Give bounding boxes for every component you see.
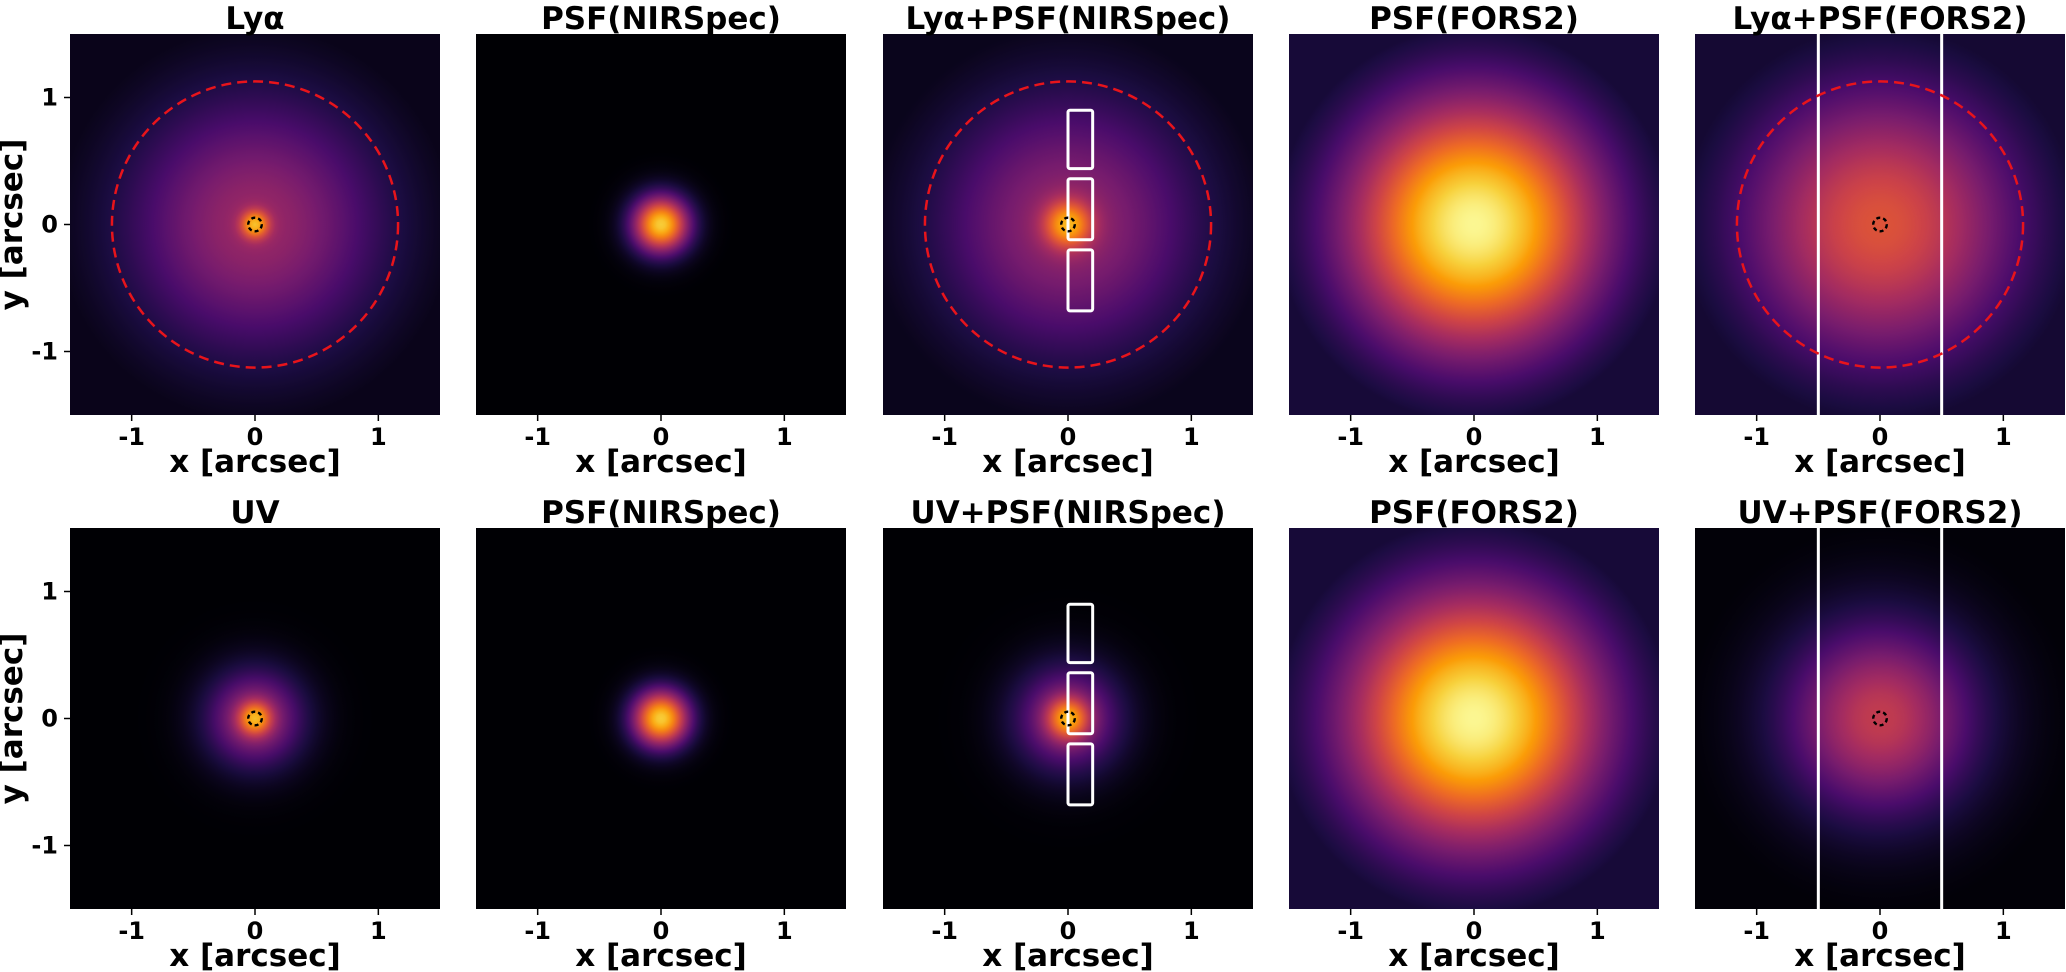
x-axis-label: x [arcsec]	[575, 444, 747, 480]
x-axis-label: x [arcsec]	[169, 938, 341, 972]
x-tick-label: 0	[1060, 423, 1077, 451]
x-tick-label: 1	[370, 917, 387, 945]
msa-slitlet	[1066, 177, 1095, 242]
msa-slitlet	[1066, 108, 1095, 171]
msa-slitlet	[1066, 671, 1095, 736]
x-tick-label: -1	[524, 423, 551, 451]
panel: -1 0 1 x [arcsec] PSF(FORS2)	[1289, 495, 1659, 972]
center-marker-circle	[247, 216, 263, 233]
panel: -1 0 1 x [arcsec] PSF(NIRSpec)	[476, 1, 846, 480]
x-tick-label: 1	[1183, 917, 1200, 945]
x-axis-label: x [arcsec]	[169, 444, 341, 480]
x-tick-label: -1	[931, 423, 958, 451]
msa-slitlet	[1066, 248, 1095, 313]
x-tick-label: 1	[776, 423, 793, 451]
x-tick-label: 0	[1872, 423, 1889, 451]
x-tick-label: 0	[1872, 917, 1889, 945]
x-tick-label: -1	[1743, 917, 1770, 945]
panel: -1 0 1 x [arcsec] UV+PSF(FORS2)	[1695, 495, 2065, 972]
y-axis-label: y [arcsec]	[0, 633, 30, 805]
panel: -1 0 1 -1 0 1 x [arcsec] y [arcsec] Lyα	[0, 1, 440, 480]
y-tick-label: 1	[41, 578, 58, 606]
panel-title: PSF(NIRSpec)	[541, 1, 781, 37]
intensity-map	[476, 528, 846, 909]
panel-title: PSF(FORS2)	[1369, 495, 1579, 531]
y-tick-label: -1	[31, 338, 58, 366]
panel-title: UV	[230, 495, 279, 531]
x-tick-label: -1	[931, 917, 958, 945]
center-marker-circle	[1872, 710, 1888, 727]
panel: -1 0 1 x [arcsec] PSF(NIRSpec)	[476, 495, 846, 972]
x-tick-label: -1	[524, 917, 551, 945]
x-tick-label: -1	[1337, 423, 1364, 451]
intensity-map	[1695, 34, 2065, 415]
panel: -1 0 1 x [arcsec] PSF(FORS2)	[1289, 1, 1659, 480]
y-tick-label: 1	[41, 84, 58, 112]
x-tick-label: 0	[247, 423, 264, 451]
panel: -1 0 1 x [arcsec] Lyα+PSF(FORS2)	[1695, 1, 2065, 480]
x-tick-label: 0	[653, 917, 670, 945]
x-tick-label: 0	[247, 917, 264, 945]
x-tick-label: -1	[118, 917, 145, 945]
x-axis-label: x [arcsec]	[1794, 444, 1966, 480]
intensity-map	[476, 34, 846, 415]
panel-title: Lyα	[225, 1, 284, 37]
x-tick-label: 0	[653, 423, 670, 451]
panel-title: PSF(NIRSpec)	[541, 495, 781, 531]
y-tick-label: 0	[41, 211, 58, 239]
intensity-map	[1695, 528, 2065, 909]
x-tick-label: 0	[1466, 917, 1483, 945]
msa-slitlet	[1066, 602, 1095, 665]
center-marker-circle	[247, 710, 263, 727]
aperture-circle	[1735, 80, 2025, 369]
x-tick-label: 1	[1183, 423, 1200, 451]
x-tick-label: 1	[370, 423, 387, 451]
x-axis-label: x [arcsec]	[982, 444, 1154, 480]
x-tick-label: 1	[1589, 917, 1606, 945]
panel: -1 0 1 -1 0 1 x [arcsec] y [arcsec] UV	[0, 495, 440, 972]
msa-slitlet	[1066, 742, 1095, 807]
y-tick-label: -1	[31, 832, 58, 860]
x-tick-label: 1	[1589, 423, 1606, 451]
intensity-map	[70, 528, 440, 909]
intensity-map	[1289, 528, 1659, 909]
intensity-map	[70, 34, 440, 415]
panel: -1 0 1 x [arcsec] Lyα+PSF(NIRSpec)	[883, 1, 1253, 480]
x-axis-label: x [arcsec]	[982, 938, 1154, 972]
x-tick-label: -1	[1743, 423, 1770, 451]
y-tick-label: 0	[41, 705, 58, 733]
panel-title: PSF(FORS2)	[1369, 1, 1579, 37]
x-axis-label: x [arcsec]	[1794, 938, 1966, 972]
aperture-circle	[923, 80, 1213, 369]
aperture-circle	[110, 80, 400, 369]
x-tick-label: -1	[1337, 917, 1364, 945]
panel-title: Lyα+PSF(FORS2)	[1733, 1, 2028, 37]
intensity-map	[1289, 34, 1659, 415]
x-axis-label: x [arcsec]	[1388, 938, 1560, 972]
x-axis-label: x [arcsec]	[1388, 444, 1560, 480]
center-marker-circle	[1060, 216, 1076, 233]
center-marker-circle	[1060, 710, 1076, 727]
y-axis-label: y [arcsec]	[0, 139, 30, 311]
x-tick-label: 1	[1995, 917, 2012, 945]
x-tick-label: 1	[776, 917, 793, 945]
x-tick-label: -1	[118, 423, 145, 451]
center-marker-circle	[1872, 216, 1888, 233]
panel: -1 0 1 x [arcsec] UV+PSF(NIRSpec)	[883, 495, 1253, 972]
x-tick-label: 1	[1995, 423, 2012, 451]
panel-title: Lyα+PSF(NIRSpec)	[906, 1, 1231, 37]
x-axis-label: x [arcsec]	[575, 938, 747, 972]
panel-title: UV+PSF(NIRSpec)	[911, 495, 1226, 531]
panel-title: UV+PSF(FORS2)	[1738, 495, 2023, 531]
x-tick-label: 0	[1466, 423, 1483, 451]
x-tick-label: 0	[1060, 917, 1077, 945]
